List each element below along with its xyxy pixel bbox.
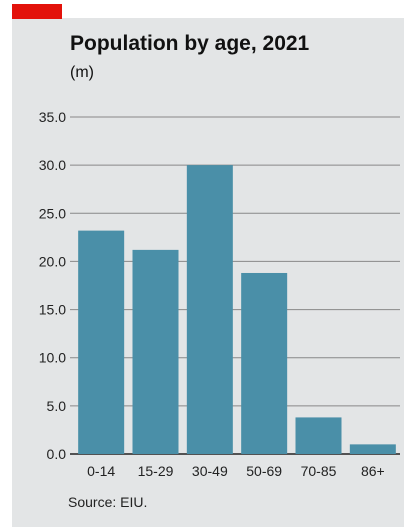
chart-title: Population by age, 2021 bbox=[70, 32, 310, 55]
x-tick-label: 15-29 bbox=[138, 463, 174, 479]
x-tick-label: 70-85 bbox=[301, 463, 337, 479]
y-tick-label: 10.0 bbox=[39, 350, 66, 366]
y-tick-label: 20.0 bbox=[39, 253, 66, 269]
source-note: Source: EIU. bbox=[68, 494, 148, 510]
bar-0-14 bbox=[78, 230, 125, 454]
y-tick-label: 35.0 bbox=[39, 109, 66, 125]
bar-50-69 bbox=[241, 272, 288, 454]
bar-70-85 bbox=[295, 417, 342, 454]
y-tick-label: 30.0 bbox=[39, 157, 66, 173]
y-tick-label: 25.0 bbox=[39, 205, 66, 221]
x-tick-label: 50-69 bbox=[246, 463, 282, 479]
chart-unit-label: (m) bbox=[70, 64, 94, 81]
x-tick-label: 0-14 bbox=[87, 463, 115, 479]
bar-15-29 bbox=[132, 249, 179, 454]
x-tick-label: 30-49 bbox=[192, 463, 228, 479]
y-tick-label: 15.0 bbox=[39, 302, 66, 318]
y-tick-label: 0.0 bbox=[47, 446, 67, 462]
bar-30-49 bbox=[186, 165, 233, 454]
y-tick-label: 5.0 bbox=[47, 398, 67, 414]
x-tick-label: 86+ bbox=[361, 463, 385, 479]
bar-86+ bbox=[349, 444, 396, 454]
brand-accent-bar bbox=[12, 4, 62, 19]
